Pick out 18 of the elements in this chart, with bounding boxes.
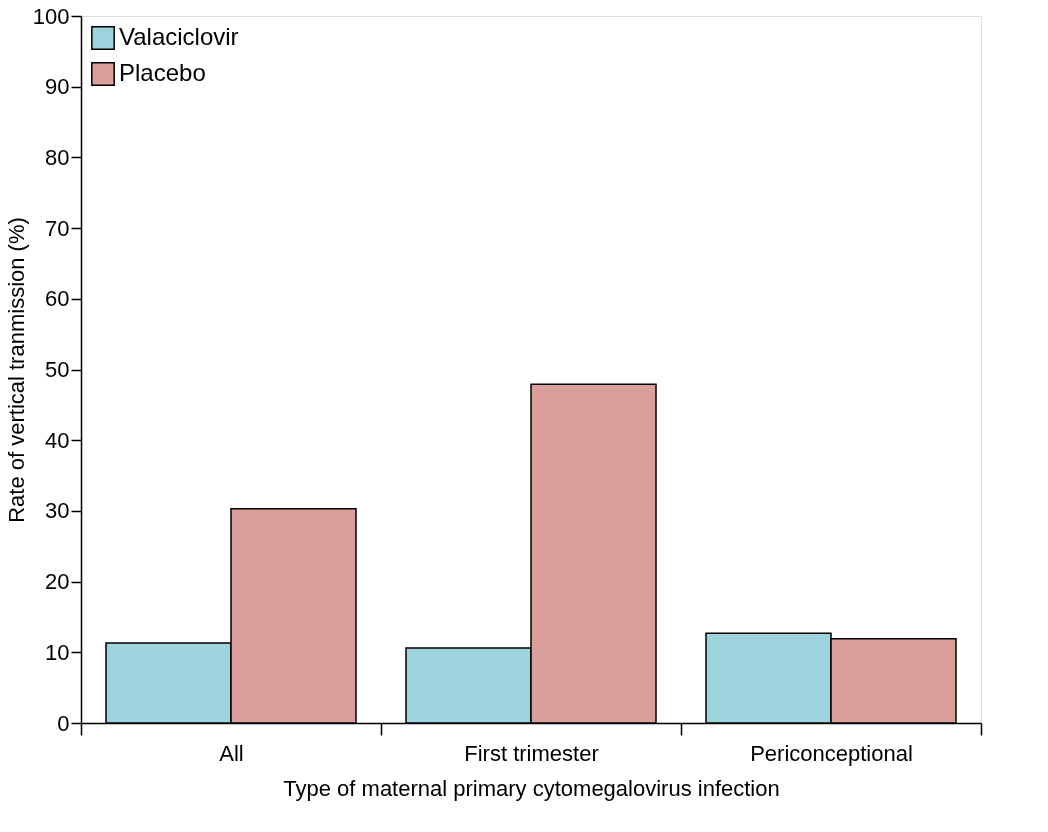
y-tick-label: 20	[45, 569, 70, 595]
y-tick-label: 10	[45, 639, 70, 665]
y-tick-label: 70	[45, 215, 70, 241]
y-tick-label: 40	[45, 427, 70, 453]
y-tick-label: 80	[45, 144, 70, 170]
y-tick-label: 0	[57, 710, 70, 736]
y-tick-label: 50	[45, 357, 70, 382]
x-axis-title: Type of maternal primary cytomegalovirus infection	[283, 775, 780, 801]
y-tick-label: 90	[45, 74, 70, 100]
legend-label: Placebo	[119, 59, 206, 86]
y-tick-label: 60	[45, 286, 70, 312]
x-tick-label: All	[219, 740, 244, 766]
x-tick-label: Periconceptional	[750, 740, 913, 766]
y-tick-label: 30	[45, 498, 70, 524]
legend-label: Valaciclovir	[119, 23, 239, 50]
x-tick-label: First trimester	[464, 740, 599, 766]
y-tick-label: 100	[32, 3, 70, 29]
y-axis-title: Rate of vertical tranmission (%)	[3, 217, 29, 523]
